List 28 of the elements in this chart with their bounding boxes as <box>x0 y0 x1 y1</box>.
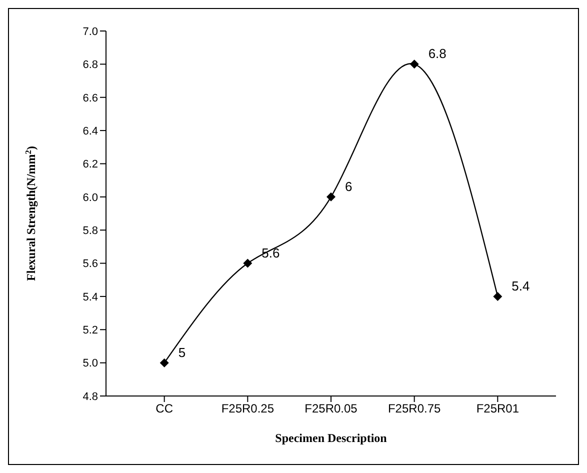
y-tick-label: 5.2 <box>82 324 98 337</box>
y-tick-label: 6.8 <box>82 59 98 72</box>
point <box>243 258 252 268</box>
point <box>493 292 502 301</box>
y-tick-label: 6.4 <box>82 125 98 138</box>
y-tick-label: 6.0 <box>82 192 98 204</box>
x-tick-label: F25R01 <box>476 402 520 416</box>
y-tick-label: 5.8 <box>82 224 98 237</box>
y-tick-label: 5.4 <box>82 291 98 304</box>
data-label: 6.8 <box>428 46 446 62</box>
x-axis-title: Specimen Description <box>275 431 388 445</box>
x-tick-label: F25R0.05 <box>304 402 358 416</box>
x-tick-label: F25R0.25 <box>221 402 274 416</box>
data-label: 5 <box>178 344 186 360</box>
point <box>160 358 169 368</box>
y-tick-label: 4.8 <box>82 390 98 403</box>
data-label: 5.6 <box>262 245 280 260</box>
y-tick-label: 5.6 <box>82 258 98 270</box>
data-label: 5.4 <box>512 278 530 294</box>
y-tick-label: 5.0 <box>82 358 98 370</box>
point <box>410 60 419 69</box>
y-tick-label: 6.6 <box>82 92 98 104</box>
point <box>326 192 336 202</box>
data-label: 6 <box>345 178 352 194</box>
x-tick-label: CC <box>156 402 174 416</box>
y-tick-label: 6.2 <box>82 158 98 171</box>
x-tick-label: F25R0.75 <box>388 402 442 416</box>
y-tick-label: 7.0 <box>82 26 98 38</box>
